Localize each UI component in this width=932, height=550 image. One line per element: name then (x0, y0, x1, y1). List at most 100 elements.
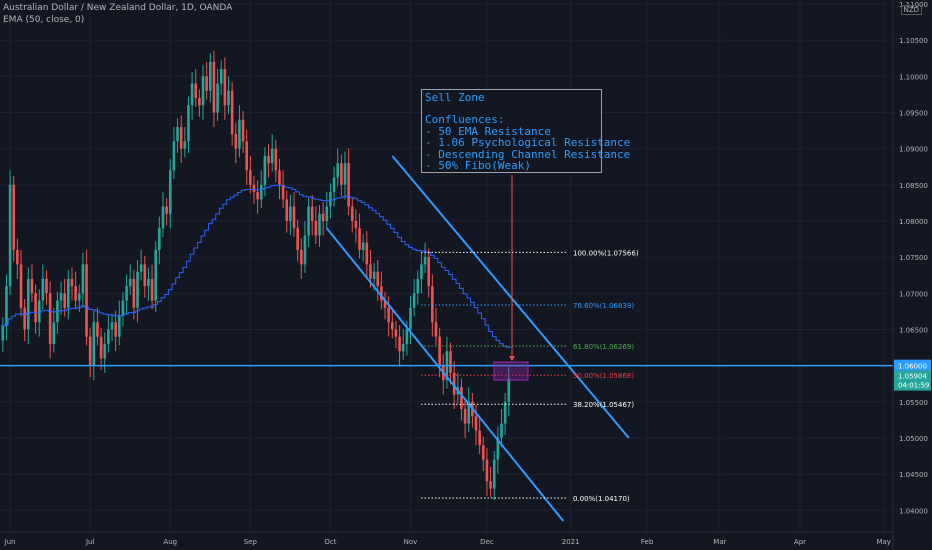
candle-body (314, 220, 318, 236)
candle-body (431, 286, 434, 323)
ema-50-line (1, 184, 511, 348)
candle-body (147, 278, 150, 287)
candle-body (77, 293, 81, 301)
candle-body (249, 170, 252, 185)
candle-body (365, 242, 369, 265)
candle-body (227, 90, 230, 106)
candle-body (128, 278, 132, 287)
candle-body (121, 300, 125, 316)
candle-body (234, 134, 238, 149)
candle-body (259, 184, 263, 200)
sell-zone-note[interactable]: Sell Zone Confluences: - 50 EMA Resistan… (421, 89, 630, 173)
candle-body (474, 416, 478, 431)
price-tick-label: 1.04500 (899, 471, 928, 479)
candle-body (158, 228, 161, 250)
candle-body (449, 351, 452, 373)
candle-body (427, 257, 430, 287)
channel-upper-line (391, 155, 630, 439)
price-tick-label: 1.06500 (899, 326, 928, 334)
price-tick-label: 1.05500 (899, 399, 928, 407)
candle-body (358, 228, 361, 250)
price-tick-label: 1.08000 (899, 218, 928, 226)
candle-body (96, 322, 99, 337)
candle-body (37, 300, 41, 323)
countdown-label: 04:01:59 (898, 382, 929, 390)
sell-zone-line: - 50 EMA Resistance (425, 124, 551, 138)
candle-body (478, 430, 481, 446)
candle-body (361, 242, 365, 250)
candle-body (350, 206, 354, 221)
candle-body (409, 307, 412, 330)
fib-level-label: 78.60%(1.06839) (573, 302, 634, 310)
candle-body (412, 293, 416, 308)
price-tick-label: 1.07000 (899, 290, 928, 298)
time-tick-label: 2021 (562, 538, 580, 546)
candle-body (1, 325, 5, 341)
candle-body (223, 69, 227, 106)
level-tag-bg (894, 359, 931, 371)
candle-body (467, 401, 471, 424)
candle-body (376, 271, 380, 287)
candle-body (118, 315, 121, 337)
candle-body (463, 409, 467, 424)
candle-body (5, 286, 8, 326)
price-tick-label: 1.10500 (899, 37, 928, 45)
candle-body (59, 293, 63, 301)
time-tick-label: May (876, 538, 890, 546)
candle-body (289, 206, 292, 221)
candle-body (343, 163, 347, 185)
candle-body (387, 307, 390, 323)
candle-body (139, 264, 143, 272)
candles (1, 50, 511, 501)
candle-body (92, 322, 96, 366)
candle-body (369, 264, 372, 279)
candle-body (172, 141, 176, 171)
fib-level-label: 38.20%(1.05467) (573, 401, 634, 409)
candle-body (48, 293, 52, 344)
candle-body (325, 206, 329, 221)
price-tag-bg (894, 370, 931, 391)
price-tick-label: 1.10000 (899, 73, 928, 81)
candle-body (150, 278, 154, 301)
indicator-label[interactable]: EMA (50, close, 0) (3, 15, 85, 25)
candle-body (292, 206, 296, 229)
candle-body (303, 235, 307, 265)
candle-body (500, 423, 503, 438)
candle-body (23, 307, 26, 330)
candle-body (270, 148, 274, 164)
candle-body (507, 378, 511, 402)
candle-body (267, 155, 270, 164)
candle-body (503, 401, 507, 424)
candle-body (482, 445, 485, 460)
fib-level-label: 0.00%(1.04170) (573, 495, 630, 503)
candle-body (16, 249, 19, 265)
fib-level-label: 100.00%(1.07566) (573, 249, 639, 257)
candle-body (372, 271, 376, 279)
candle-body (340, 163, 343, 185)
candle-body (394, 329, 398, 337)
fibonacci-levels: 100.00%(1.07566) 78.60%(1.06839) 61.80%(1.… (421, 249, 639, 503)
candle-body (219, 69, 223, 84)
candle-body (489, 481, 492, 489)
candle-body (252, 184, 256, 193)
candle-body (285, 199, 289, 221)
price-axis: 1.04000 1.04500 1.05000 1.05500 1.06500 1.070… (892, 0, 932, 550)
candle-body (438, 336, 441, 366)
candle-body (354, 220, 358, 229)
symbol-title[interactable]: Australian Dollar / New Zealand Dollar, … (3, 3, 233, 13)
candle-body (245, 141, 248, 171)
candle-body (274, 148, 278, 171)
candle-body (88, 336, 92, 366)
time-tick-label: Nov (404, 538, 418, 546)
candle-body (278, 170, 281, 185)
candle-body (190, 83, 194, 106)
candle-body (45, 278, 48, 294)
time-tick-label: Sep (244, 538, 258, 546)
channel-lower-line (326, 227, 565, 522)
time-tick-label: Dec (480, 538, 494, 546)
candle-body (238, 119, 241, 149)
candle-body (460, 387, 463, 410)
candle-body (241, 119, 245, 142)
candle-body (230, 90, 234, 135)
